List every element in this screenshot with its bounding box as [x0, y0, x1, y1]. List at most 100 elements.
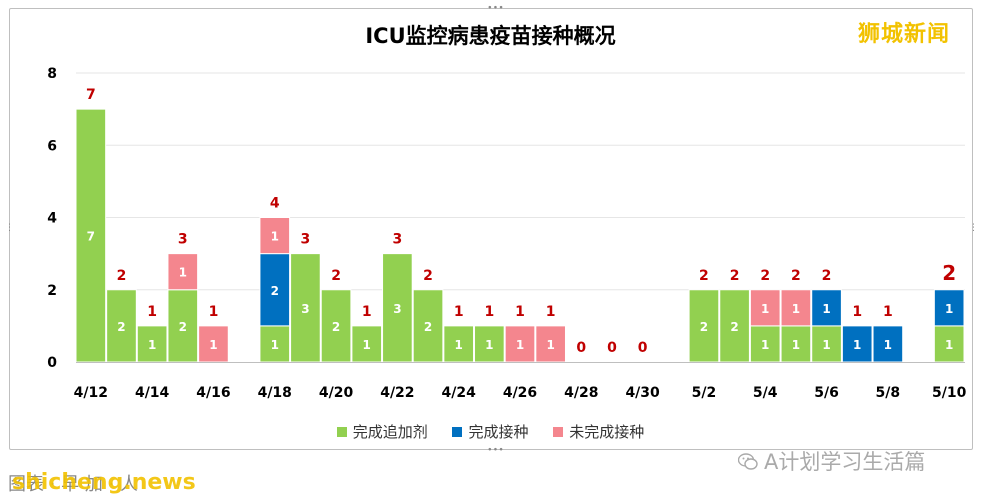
bar-segment: [198, 325, 229, 363]
total-label: 1: [362, 304, 372, 320]
x-tick-label: 4/30: [625, 385, 660, 401]
bar-segment: [872, 325, 904, 363]
bar-segment: [382, 253, 413, 363]
total-label: 2: [760, 268, 770, 284]
total-label: 3: [301, 232, 311, 248]
footer-caption: 图表 · 早 加 · 人: [8, 474, 139, 495]
bar-segment-label: 7: [87, 230, 95, 244]
bar-segment-label: 2: [117, 320, 125, 334]
bar-segment: [136, 325, 168, 363]
bar-segment-label: 1: [884, 338, 892, 352]
legend-label-full: 完成接种: [468, 423, 529, 441]
total-label: 1: [484, 304, 494, 320]
x-tick-label: 4/20: [319, 385, 354, 401]
legend: 完成追加剂 完成接种 未完成接种: [0, 421, 981, 442]
legend-swatch-incomplete: [553, 427, 564, 437]
total-label: 3: [393, 232, 403, 248]
y-tick-label: 6: [47, 138, 57, 154]
bar-segment-label: 1: [945, 302, 953, 316]
bar-segment-label: 1: [148, 338, 156, 352]
bar-segment-label: 2: [730, 320, 738, 334]
x-tick-label: 4/14: [135, 385, 170, 401]
bar-segment-label: 1: [455, 338, 463, 352]
bar-segment-label: 1: [761, 338, 769, 352]
resize-handle-bottom[interactable]: ∙∙∙: [487, 445, 504, 455]
y-tick-label: 0: [47, 355, 57, 371]
total-label: 2: [699, 268, 709, 284]
bar-segment: [351, 325, 383, 363]
bar-segment-label: 1: [271, 338, 279, 352]
watermark-right-text: A计划学习生活篇: [764, 450, 926, 474]
bar-segment: [167, 253, 199, 291]
total-label: 2: [822, 268, 832, 284]
x-tick-label: 4/28: [564, 385, 598, 401]
total-label: 1: [147, 304, 157, 320]
total-label: 2: [117, 268, 127, 284]
bar-segment-label: 1: [822, 302, 830, 316]
bar-segment-label: 1: [853, 338, 861, 352]
total-label: 1: [454, 304, 464, 320]
brand-logo: 狮城新闻: [858, 22, 951, 47]
total-label: 7: [86, 87, 96, 103]
bar-chart: 0 2 4 6 8 7 7 2 2 1 1 2 1 3 1 1 1 2 1 4 3 3 2 2 1 1 3 3 2 2 1 1 1 1 1 1 1 1 0 0…: [47, 66, 967, 401]
bar-segment-label: 2: [271, 284, 279, 298]
legend-swatch-full: [452, 427, 463, 437]
y-tick-label: 8: [47, 66, 57, 82]
bar-segment: [780, 289, 812, 327]
bar-segment: [688, 289, 720, 363]
bar-segment: [412, 289, 444, 363]
total-label: 4: [270, 196, 280, 212]
bar-segment: [474, 325, 505, 363]
bar-segment: [106, 289, 137, 363]
bar-segment-label: 1: [546, 338, 554, 352]
bar-segment-label: 1: [761, 302, 769, 316]
bar-segment-label: 1: [271, 230, 279, 244]
x-tick-label: 5/10: [932, 385, 967, 401]
bar-segment: [535, 325, 566, 363]
total-label: 0: [638, 340, 648, 356]
total-label: 1: [209, 304, 219, 320]
resize-handle-left[interactable]: ⋮: [5, 223, 14, 233]
bar-segment-label: 1: [209, 338, 217, 352]
resize-handle-top[interactable]: ∙∙∙: [487, 3, 504, 13]
total-label: 0: [576, 340, 586, 356]
x-tick-label: 5/6: [814, 385, 839, 401]
resize-handle-right[interactable]: ⋮: [969, 223, 978, 233]
legend-item-full: 完成接种: [452, 421, 529, 442]
chart-frame: [9, 8, 973, 450]
total-label: 2: [791, 268, 801, 284]
legend-label-booster: 完成追加剂: [352, 423, 428, 441]
watermark-left: shicheng.news: [12, 470, 196, 495]
legend-label-incomplete: 未完成接种: [569, 423, 645, 441]
total-label: 1: [852, 304, 862, 320]
x-tick-label: 5/2: [692, 385, 717, 401]
total-label: 2: [331, 268, 341, 284]
x-tick-label: 4/16: [196, 385, 230, 401]
bar-segment: [841, 325, 873, 363]
total-label: 0: [607, 340, 617, 356]
total-label: 1: [515, 304, 525, 320]
wechat-icon: [738, 453, 758, 470]
bar-segment: [933, 289, 965, 327]
bar-segment: [719, 289, 750, 363]
x-tick-label: 4/22: [380, 385, 414, 401]
total-label: 1: [883, 304, 893, 320]
bar-segment-label: 3: [301, 302, 309, 316]
x-tick-label: 4/18: [258, 385, 292, 401]
bar-segment: [749, 289, 781, 327]
total-label: 3: [178, 232, 188, 248]
legend-item-booster: 完成追加剂: [336, 421, 428, 442]
bar-segment-label: 2: [332, 320, 340, 334]
chart-title: ICU监控病患疫苗接种概况: [365, 24, 616, 48]
bar-segment-label: 1: [516, 338, 524, 352]
y-tick-label: 2: [47, 283, 57, 299]
bar-segment-label: 1: [179, 266, 187, 280]
bar-segment: [75, 108, 107, 363]
bar-segment-label: 1: [792, 302, 800, 316]
total-label: 2: [730, 268, 740, 284]
bar-segment-label: 2: [424, 320, 432, 334]
bar-segment: [259, 217, 291, 255]
legend-swatch-booster: [336, 427, 347, 437]
bar-segment: [443, 325, 475, 363]
x-tick-label: 4/12: [74, 385, 108, 401]
